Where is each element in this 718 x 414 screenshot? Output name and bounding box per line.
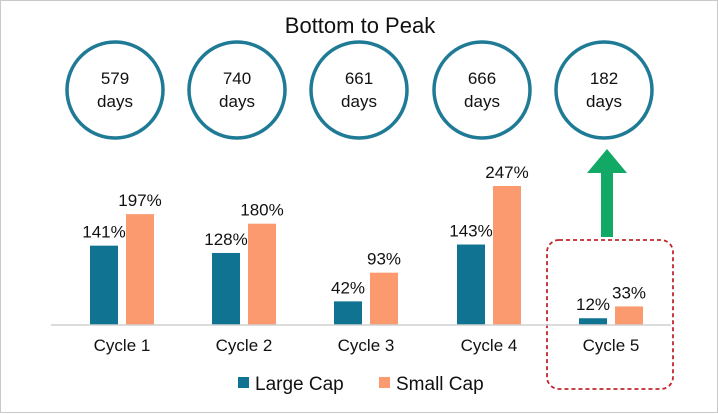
data-label-large-cap: 143% xyxy=(449,222,492,241)
data-label-small-cap: 197% xyxy=(118,191,161,210)
bar-small-cap xyxy=(370,272,398,325)
x-tick-label: Cycle 5 xyxy=(583,336,640,355)
data-label-large-cap: 128% xyxy=(204,230,247,249)
highlight-box xyxy=(546,239,674,390)
bar-small-cap xyxy=(126,214,154,325)
legend: Large Cap Small Cap xyxy=(238,374,484,395)
bar-large-cap xyxy=(212,252,240,325)
duration-circle xyxy=(187,40,287,140)
data-label-small-cap: 33% xyxy=(612,283,646,302)
x-tick-label: Cycle 1 xyxy=(94,336,151,355)
duration-circle xyxy=(309,40,409,140)
bar-large-cap xyxy=(90,245,118,325)
data-label-large-cap: 42% xyxy=(331,278,365,297)
bar-large-cap xyxy=(457,244,485,325)
legend-label: Large Cap xyxy=(255,374,344,395)
duration-circle xyxy=(432,40,532,140)
bars-layer: 141% 197% 128% 180% 42%93% 143% 247% 12%33% xyxy=(82,163,646,325)
highlight-layer xyxy=(546,149,674,390)
legend-label: Small Cap xyxy=(396,374,484,395)
bar-small-cap xyxy=(248,223,276,325)
x-tick-label: Cycle 4 xyxy=(461,336,518,355)
duration-label: 740 days xyxy=(219,69,255,111)
arrow-head xyxy=(587,149,627,173)
data-label-large-cap: 141% xyxy=(82,223,125,242)
x-tick-label: Cycle 3 xyxy=(338,336,395,355)
duration-label: 666 days xyxy=(464,69,500,111)
duration-label: 182 days xyxy=(586,69,622,111)
chart-title: Bottom to Peak xyxy=(285,13,436,38)
x-tick-label: Cycle 2 xyxy=(216,336,273,355)
x-tick-labels: Cycle 1 Cycle 2 Cycle 3 Cycle 4 Cycle 5 xyxy=(94,336,640,355)
arrow-shaft xyxy=(601,171,613,237)
duration-label: 661 days xyxy=(341,69,377,111)
duration-circle xyxy=(554,40,654,140)
data-label-small-cap: 247% xyxy=(485,163,528,182)
duration-circle xyxy=(65,40,165,140)
duration-circles: 579 days 740 days 661 days 666 days 182 days xyxy=(65,40,654,140)
duration-label: 579 days xyxy=(97,69,133,111)
bar-large-cap xyxy=(334,301,362,325)
legend-swatch xyxy=(238,377,249,388)
bar-small-cap xyxy=(615,306,643,325)
data-label-small-cap: 180% xyxy=(240,201,283,220)
bar-small-cap xyxy=(493,186,521,325)
bar-large-cap xyxy=(579,318,607,325)
data-label-large-cap: 12% xyxy=(576,295,610,314)
data-label-small-cap: 93% xyxy=(367,250,401,269)
legend-swatch xyxy=(379,377,390,388)
